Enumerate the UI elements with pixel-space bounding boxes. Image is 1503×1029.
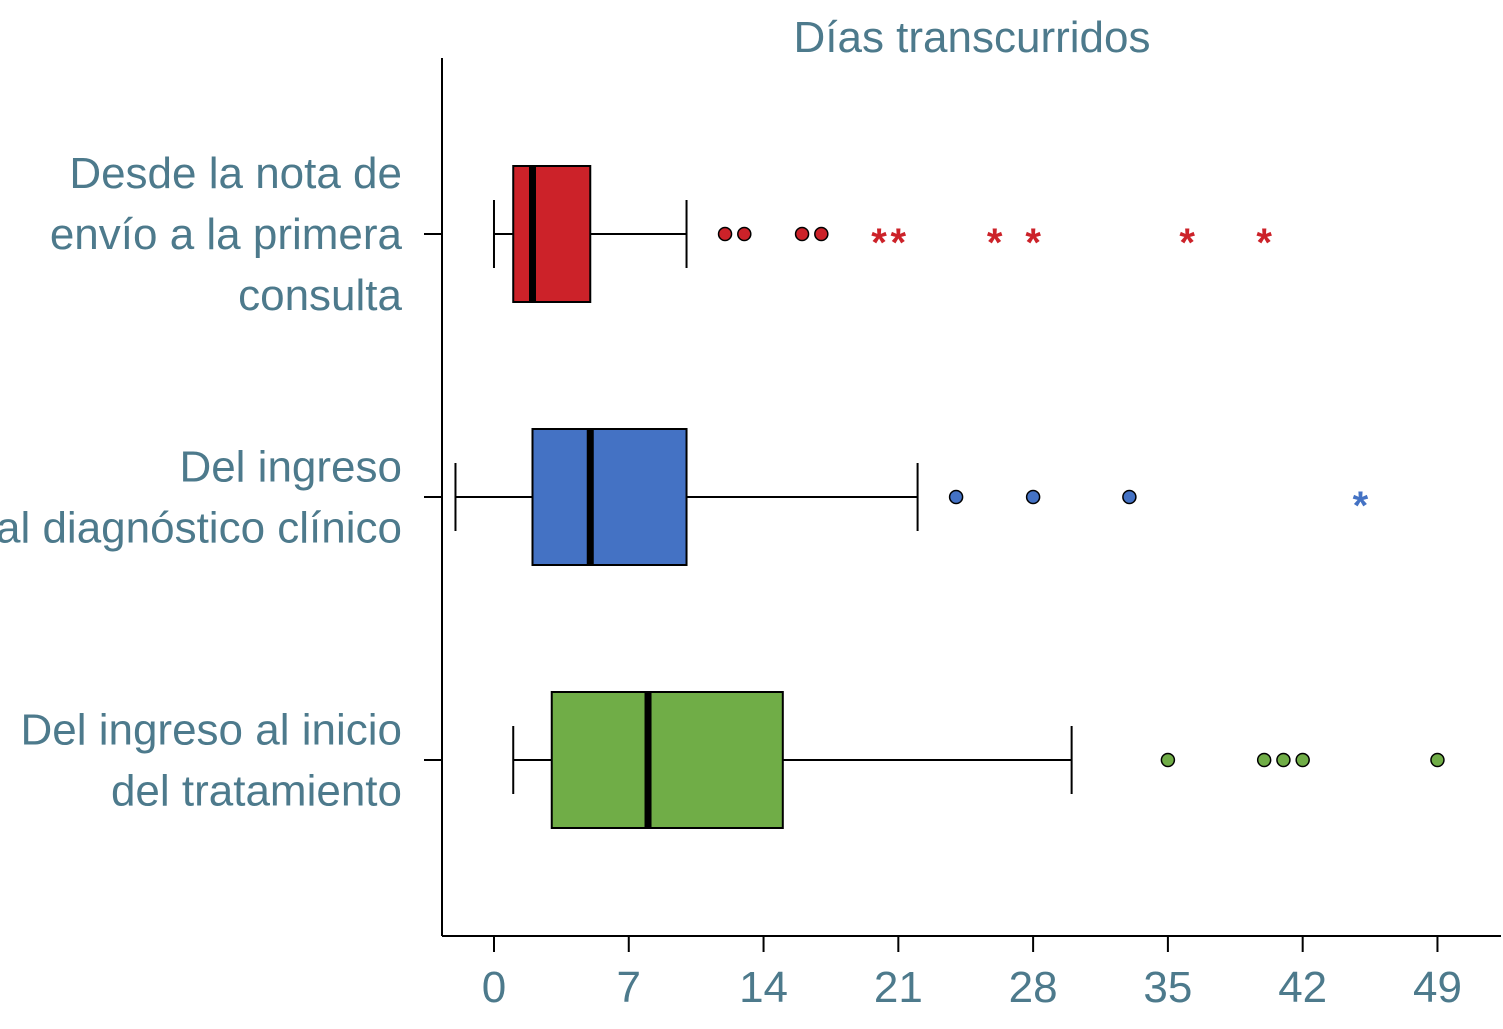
outlier-point — [814, 226, 829, 242]
outlier-point — [1256, 752, 1272, 768]
extreme-point: * — [987, 221, 1003, 265]
outlier-point — [1430, 752, 1445, 768]
x-tick-label: 42 — [1278, 963, 1327, 1012]
iqr-box — [531, 428, 688, 566]
outlier-point — [794, 226, 810, 242]
iqr-box — [550, 691, 784, 829]
outlier-point — [717, 226, 733, 242]
x-tick-label: 35 — [1143, 963, 1192, 1012]
box-group: * — [454, 428, 1369, 566]
x-tick-label: 0 — [482, 963, 506, 1012]
extreme-point: * — [1025, 221, 1041, 265]
x-tick-label: 21 — [874, 963, 923, 1012]
outlier-point — [1276, 752, 1291, 768]
x-tick-label: 14 — [739, 963, 788, 1012]
category-label: del tratamiento — [111, 767, 402, 816]
extreme-point: * — [871, 221, 887, 265]
outlier-point — [1160, 752, 1176, 768]
extreme-point: * — [1256, 221, 1272, 265]
outlier-point — [948, 489, 964, 505]
category-label: Desde la nota de — [69, 149, 402, 198]
outlier-point — [737, 226, 752, 242]
x-tick-label: 7 — [617, 963, 641, 1012]
outlier-point — [1122, 489, 1137, 505]
outlier-point — [1025, 489, 1041, 505]
category-label: envío a la primera — [50, 210, 403, 259]
category-label: Del ingreso al inicio — [20, 706, 402, 755]
outlier-point — [1295, 752, 1310, 768]
category-label: consulta — [238, 271, 402, 320]
chart-title: Días transcurridos — [793, 13, 1150, 62]
x-tick-label: 49 — [1413, 963, 1462, 1012]
x-tick-label: 28 — [1009, 963, 1058, 1012]
category-label: al diagnóstico clínico — [0, 504, 402, 553]
box-group — [512, 691, 1445, 829]
extreme-point: * — [891, 221, 907, 265]
x-axis-ticks: 0 7 14 21 28 35 42 49 — [482, 936, 1462, 1012]
extreme-point: * — [1353, 484, 1369, 528]
axes — [424, 58, 1501, 937]
iqr-box — [512, 165, 592, 303]
plot-area: * * * * * ** — [454, 165, 1445, 829]
extreme-point: * — [1179, 221, 1195, 265]
box-group: * * * * * * — [492, 165, 1272, 303]
category-label: Del ingreso — [179, 443, 402, 492]
category-labels: Desde la nota de envío a la primera consul… — [0, 149, 403, 816]
